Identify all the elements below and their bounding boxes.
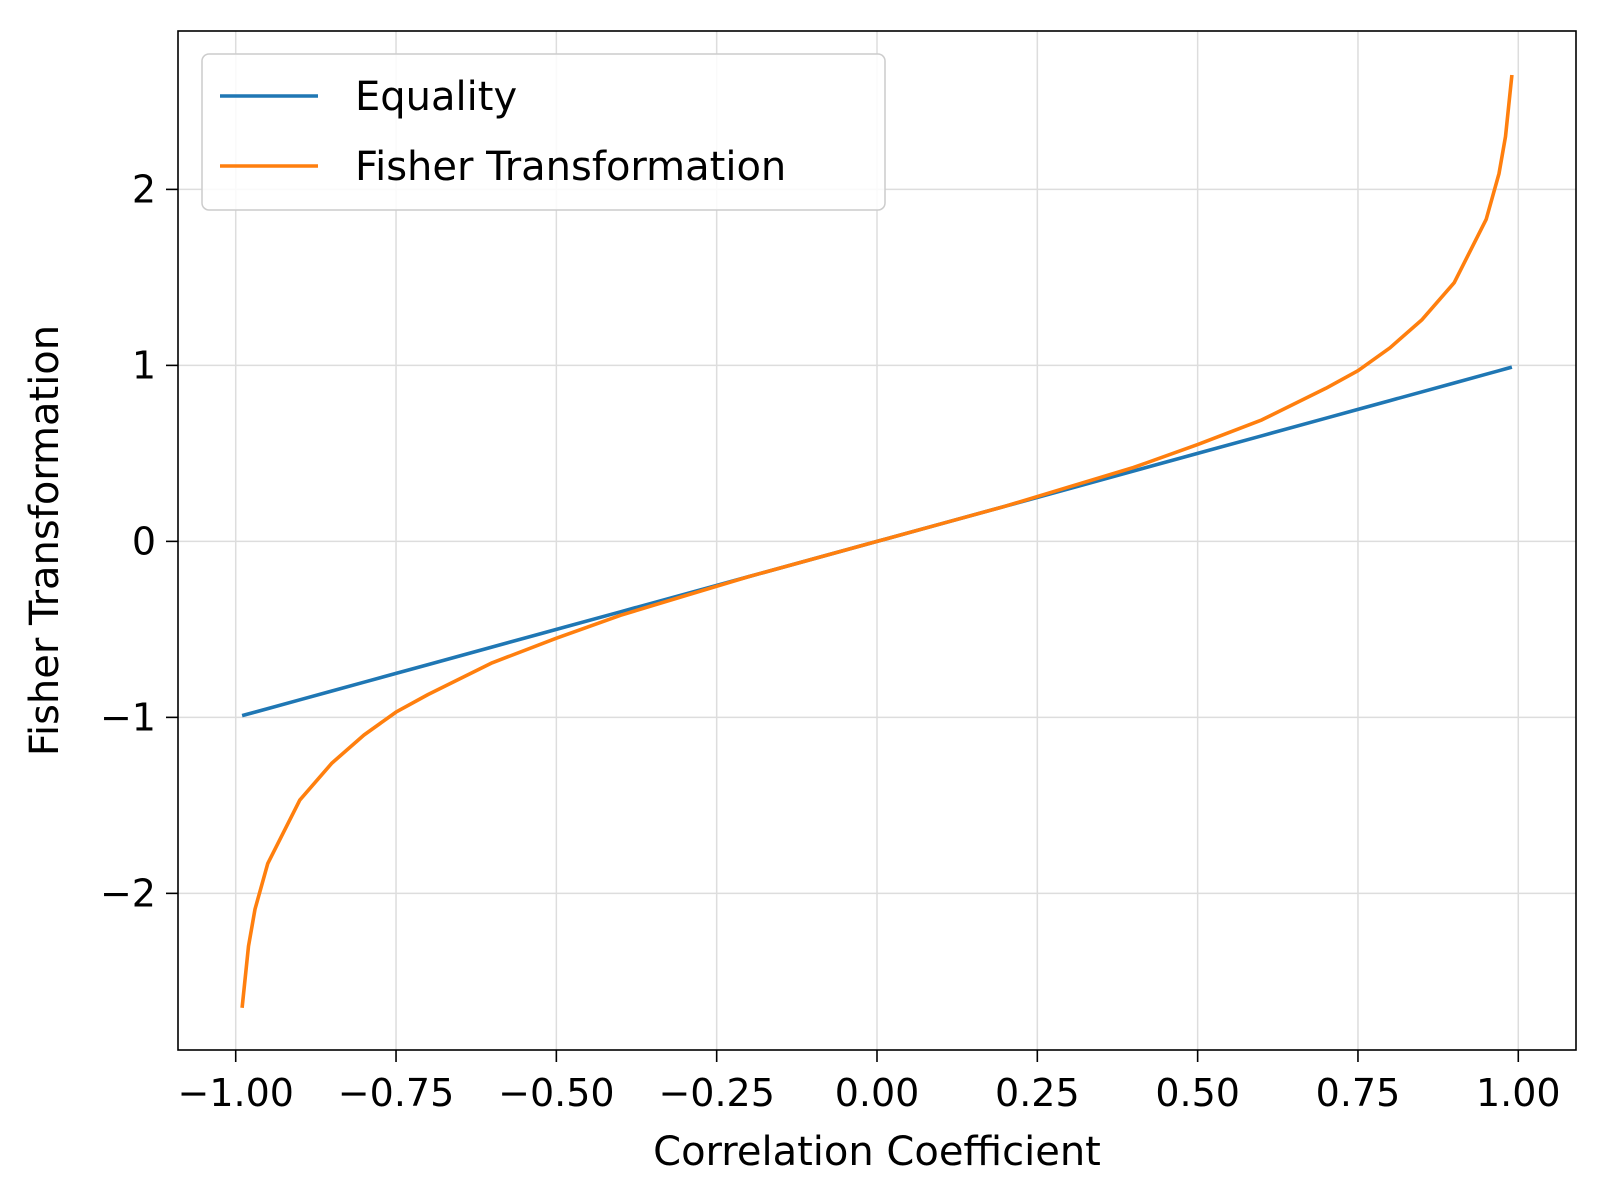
y-tick-label: −2	[100, 871, 156, 915]
legend-box	[201, 53, 886, 211]
y-tick-label: −1	[100, 695, 156, 739]
x-tick-label: −0.75	[338, 1071, 454, 1115]
x-tick-label: 0.75	[1316, 1071, 1401, 1115]
x-tick-label: −1.00	[177, 1071, 293, 1115]
legend: Equality Fisher Transformation	[201, 53, 886, 211]
x-tick-label: 0.50	[1155, 1071, 1240, 1115]
x-tick-label: 0.25	[995, 1071, 1080, 1115]
y-axis-label: Fisher Transformation	[22, 325, 68, 756]
x-axis-label: Correlation Coefficient	[653, 1129, 1101, 1175]
x-tick-label: −0.50	[498, 1071, 614, 1115]
y-axis-ticks: −2 −1 0 1 2	[100, 167, 178, 915]
x-tick-label: −0.25	[658, 1071, 774, 1115]
y-tick-label: 0	[132, 519, 156, 563]
x-axis-ticks: −1.00 −0.75 −0.50 −0.25 0.00 0.25 0.50 0.75 1.00	[177, 1050, 1561, 1115]
x-tick-label: 0.00	[835, 1071, 920, 1115]
legend-label-fisher-transformation: Fisher Transformation	[355, 144, 786, 190]
legend-label-equality: Equality	[355, 74, 517, 120]
y-tick-label: 1	[132, 343, 156, 387]
series-line-fisher-transformation	[240, 74, 1514, 1008]
plot-series	[240, 74, 1514, 1008]
x-tick-label: 1.00	[1476, 1071, 1561, 1115]
y-tick-label: 2	[132, 167, 156, 211]
